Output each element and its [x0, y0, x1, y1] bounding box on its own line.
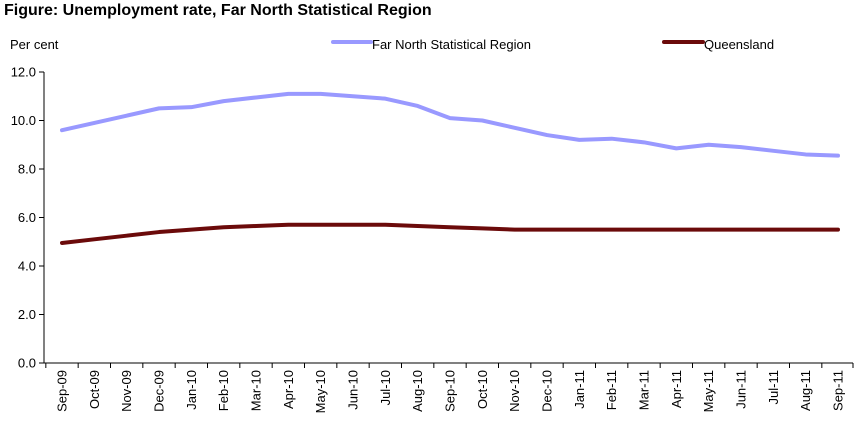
- x-tick-label: Sep-11: [831, 370, 846, 411]
- y-tick-label: 0.0: [18, 356, 36, 371]
- x-tick-label: Feb-11: [604, 370, 619, 410]
- x-tick-label: Jun-11: [734, 370, 749, 409]
- y-tick-label: 2.0: [18, 307, 36, 322]
- y-tick-label: 8.0: [18, 162, 36, 177]
- x-tick-label: Apr-10: [281, 370, 296, 409]
- y-axis-label: Per cent: [10, 37, 59, 52]
- x-tick-label: Jun-10: [346, 370, 361, 410]
- series-line-queensland: [60, 222, 840, 245]
- x-tick-label: Dec-10: [540, 370, 555, 412]
- x-tick-label: Mar-11: [637, 370, 652, 410]
- x-tick-label: Dec-09: [152, 370, 167, 412]
- x-tick-label: Feb-10: [216, 370, 231, 411]
- x-tick-label: Jan-11: [572, 370, 587, 409]
- x-tick-label: Oct-10: [475, 370, 490, 409]
- series-lines: [60, 91, 840, 245]
- x-tick-label: Apr-11: [669, 370, 684, 408]
- x-tick-label: Nov-09: [119, 370, 134, 412]
- y-ticks: 0.0 2.0 4.0 6.0 8.0 10.0 12.0: [11, 65, 44, 371]
- x-tick-label: Sep-09: [55, 370, 70, 412]
- legend-label-queensland: Queensland: [704, 37, 775, 52]
- chart-title: Figure: Unemployment rate, Far North Sta…: [4, 2, 432, 19]
- y-tick-label: 6.0: [18, 210, 36, 225]
- x-tick-label: Aug-10: [410, 370, 425, 412]
- legend-label-far-north: Far North Statistical Region: [372, 37, 531, 52]
- x-tick-label: Mar-10: [249, 370, 264, 411]
- y-tick-label: 12.0: [11, 65, 36, 80]
- x-ticks: Sep-09 Oct-09 Nov-09 Dec-09 Jan-10 Feb-10 Mar-…: [45, 363, 854, 413]
- y-tick-label: 4.0: [18, 259, 36, 274]
- series-line-far-north: [60, 91, 840, 158]
- x-tick-label: Sep-10: [443, 370, 458, 412]
- x-tick-label: Aug-11: [798, 370, 813, 411]
- y-tick-label: 10.0: [11, 113, 36, 128]
- x-tick-label: May-11: [701, 370, 716, 412]
- x-tick-label: Oct-09: [87, 370, 102, 409]
- x-tick-label: May-10: [313, 370, 328, 413]
- x-tick-label: Nov-10: [507, 370, 522, 412]
- x-tick-label: Jul-11: [766, 370, 781, 404]
- x-tick-label: Jul-10: [378, 370, 393, 405]
- x-tick-label: Jan-10: [184, 370, 199, 410]
